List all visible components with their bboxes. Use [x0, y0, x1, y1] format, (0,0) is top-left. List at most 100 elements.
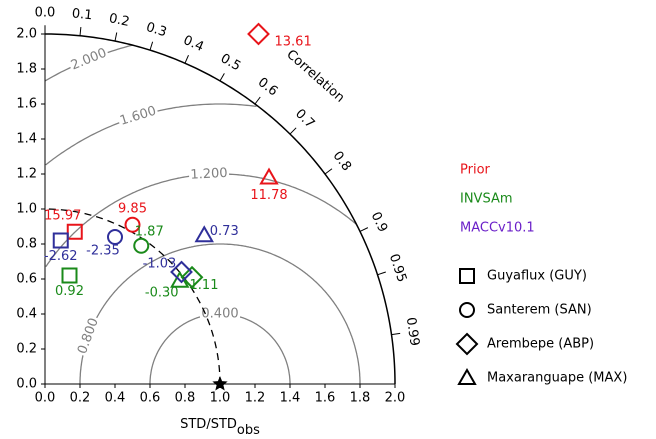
correlation-tick — [289, 127, 297, 135]
correlation-tick-label: 0.2 — [108, 11, 131, 30]
correlation-tick-label: 0.3 — [144, 20, 168, 41]
y-tick-label: 1.0 — [16, 202, 37, 217]
correlation-tick-label: 0.4 — [181, 33, 206, 55]
marker-triangle — [259, 167, 279, 185]
bias-label: 0.73 — [210, 224, 239, 239]
x-tick-label: 0.8 — [175, 391, 196, 406]
y-tick-label: 0.2 — [16, 342, 37, 357]
legend-site: Santerem (SAN) — [487, 303, 592, 318]
correlation-tick — [79, 26, 82, 36]
x-tick-label: 1.2 — [245, 391, 266, 406]
bias-label: 9.85 — [118, 201, 147, 216]
x-tick-label: 1.4 — [280, 391, 301, 406]
marker-triangle — [457, 367, 477, 385]
rms-label-group: 1.200 — [188, 165, 230, 184]
y-tick-label: 1.4 — [16, 132, 37, 147]
correlation-tick — [254, 96, 261, 105]
correlation-tick — [391, 332, 401, 336]
bias-label: 1.87 — [135, 224, 164, 239]
marker-diamond — [180, 265, 204, 289]
correlation-tick — [149, 41, 154, 51]
legend-series: INVSAm — [460, 192, 513, 207]
rms-contour — [149, 313, 291, 384]
correlation-tick — [114, 32, 118, 42]
rms-label: 2.000 — [69, 46, 109, 74]
marker-circle — [107, 229, 123, 245]
rms-label-bg — [116, 102, 160, 130]
y-tick-label: 0.4 — [16, 307, 37, 322]
y-tick-label: 1.6 — [16, 97, 37, 112]
marker-triangle — [194, 225, 214, 243]
marker-circle — [133, 237, 150, 254]
x-tick-label: 1.6 — [315, 391, 336, 406]
correlation-tick — [377, 271, 386, 276]
correlation-tick-label: 0.95 — [386, 252, 409, 284]
marker-square — [61, 267, 78, 284]
x-tick-label: 0.0 — [35, 391, 56, 406]
bias-label: 13.61 — [275, 35, 312, 50]
legend-series: MACCv10.1 — [460, 221, 535, 236]
x-tick-label: 2.0 — [385, 391, 406, 406]
y-tick-label: 0.0 — [16, 377, 37, 392]
bias-label: -1.03 — [143, 257, 177, 272]
x-axis-label-main: STD/STD — [180, 417, 237, 432]
legend-series: Prior — [460, 163, 491, 178]
marker-diamond — [170, 260, 193, 284]
correlation-tick — [359, 227, 369, 232]
marker-diamond — [247, 22, 270, 46]
rms-label-group: 0.800 — [74, 314, 103, 358]
rms-label-group: 0.400 — [200, 306, 240, 322]
rms-label-bg — [67, 44, 111, 75]
bias-label: 11.78 — [250, 188, 287, 203]
y-tick-label: 0.6 — [16, 272, 37, 287]
correlation-tick — [184, 55, 189, 64]
x-tick-label: 0.2 — [70, 391, 91, 406]
correlation-tick-label: 0.5 — [218, 51, 243, 74]
rms-label-group: 1.600 — [116, 102, 160, 130]
rms-label-bg — [200, 306, 240, 322]
marker-circle — [459, 302, 475, 318]
x-tick-label: 0.6 — [140, 391, 161, 406]
reference-point — [212, 376, 228, 391]
x-tick-label: 1.8 — [350, 391, 371, 406]
outer-arc — [44, 33, 396, 385]
correlation-label: Correlation — [283, 47, 347, 106]
marker-circle — [124, 216, 141, 233]
rms-label-group: 2.000 — [67, 44, 111, 75]
correlation-tick — [324, 168, 333, 175]
x-axis-label-sub: obs — [237, 423, 260, 438]
bias-label: -2.62 — [44, 249, 78, 264]
rms-label: 0.400 — [201, 307, 238, 322]
y-tick-label: 2.0 — [16, 27, 37, 42]
y-tick-label: 1.2 — [16, 167, 37, 182]
legend-site: Guyaflux (GUY) — [487, 269, 587, 284]
bias-label: -2.35 — [86, 244, 120, 259]
bias-label: 0.92 — [55, 284, 84, 299]
y-tick-label: 0.8 — [16, 237, 37, 252]
y-tick-label: 1.8 — [16, 62, 37, 77]
correlation-tick-label: 0.1 — [71, 6, 93, 23]
marker-square — [66, 223, 83, 240]
legend-site: Maxaranguape (MAX) — [487, 371, 627, 386]
correlation-tick-label: 0.0 — [35, 6, 56, 21]
correlation-tick — [219, 73, 225, 82]
x-tick-label: 0.4 — [105, 391, 126, 406]
correlation-tick-label: 0.9 — [368, 210, 391, 235]
bias-label: 15.97 — [44, 208, 81, 223]
rms-label: 1.200 — [190, 166, 228, 183]
rms-label-bg — [188, 165, 230, 184]
rms-contour — [79, 243, 361, 384]
bias-label: 1.11 — [190, 278, 219, 293]
correlation-tick-label: 0.99 — [403, 316, 422, 347]
bias-label: -0.30 — [145, 285, 179, 300]
legend-site: Arembepe (ABP) — [487, 337, 594, 352]
marker-square — [52, 232, 69, 249]
reference-std-arc — [44, 208, 221, 385]
marker-square — [459, 268, 475, 284]
correlation-tick-label: 0.6 — [255, 75, 281, 99]
correlation-tick-label: 0.8 — [330, 149, 354, 175]
rms-label: 0.800 — [75, 316, 102, 356]
rms-label-bg — [74, 314, 103, 358]
rms-label: 1.600 — [118, 104, 158, 129]
